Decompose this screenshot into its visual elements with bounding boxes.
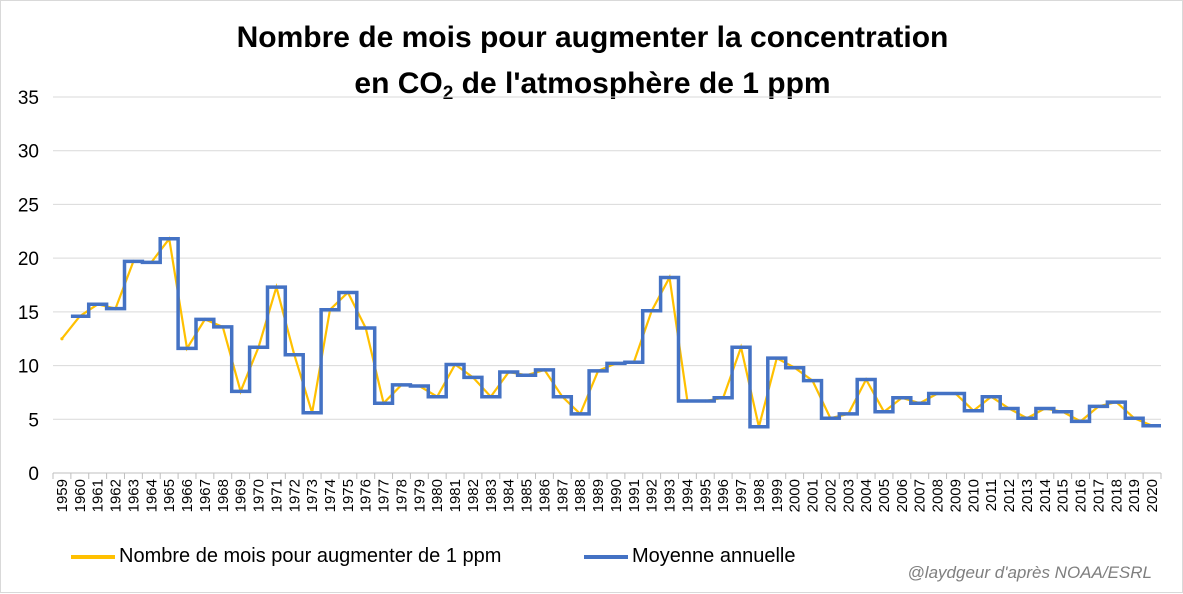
y-tick-label: 15 — [18, 303, 39, 324]
x-tick-label: 1972 — [286, 479, 303, 512]
chart-title-line2: en CO2 de l'atmosphère de 1 ppm — [1, 67, 1183, 105]
y-tick-label: 20 — [18, 249, 39, 270]
x-tick-label: 1997 — [733, 479, 750, 512]
y-tick-label: 35 — [18, 88, 39, 109]
x-tick-label: 1991 — [626, 479, 643, 512]
y-tick-label: 10 — [18, 357, 39, 378]
y-tick-label: 5 — [28, 410, 39, 431]
legend-label-mean: Moyenne annuelle — [632, 545, 796, 567]
x-tick-label: 1986 — [536, 479, 553, 512]
x-tick-label: 1981 — [447, 479, 464, 512]
x-tick-label: 2019 — [1126, 479, 1143, 512]
x-tick-label: 1969 — [233, 479, 250, 512]
x-tick-label: 2004 — [858, 479, 875, 512]
y-tick-label: 25 — [18, 195, 39, 216]
legend-swatch-raw — [71, 554, 115, 559]
x-tick-label: 1979 — [411, 479, 428, 512]
x-tick-label: 2003 — [840, 479, 857, 512]
x-tick-label: 2001 — [805, 479, 822, 512]
x-tick-label: 1993 — [662, 479, 679, 512]
x-tick-label: 2008 — [930, 479, 947, 512]
x-tick-label: 2002 — [822, 479, 839, 512]
x-tick-label: 1971 — [268, 479, 285, 512]
data-point-raw — [60, 337, 64, 341]
x-tick-label: 1999 — [769, 479, 786, 512]
x-tick-label: 2014 — [1037, 479, 1054, 512]
legend-item-raw: Nombre de mois pour augmenter de 1 ppm — [71, 545, 501, 568]
x-tick-label: 2009 — [947, 479, 964, 512]
x-tick-label: 1994 — [679, 479, 696, 512]
x-tick-label: 1962 — [108, 479, 125, 512]
x-tick-label: 1990 — [608, 479, 625, 512]
x-tick-label: 1983 — [483, 479, 500, 512]
x-tick-label: 1992 — [644, 479, 661, 512]
x-tick-label: 2018 — [1108, 479, 1125, 512]
x-tick-label: 2005 — [876, 479, 893, 512]
chart-title-line1: Nombre de mois pour augmenter la concent… — [236, 21, 949, 54]
x-tick-label: 1980 — [429, 479, 446, 512]
x-tick-label: 2007 — [912, 479, 929, 512]
x-tick-label: 1984 — [501, 479, 518, 512]
x-tick-label: 1963 — [125, 479, 142, 512]
x-tick-label: 2011 — [983, 479, 1000, 511]
x-tick-label: 1978 — [393, 479, 410, 512]
legend-label-raw: Nombre de mois pour augmenter de 1 ppm — [119, 545, 502, 567]
x-tick-label: 2010 — [965, 479, 982, 512]
source-credit: @laydgeur d'après NOAA/ESRL — [907, 563, 1152, 582]
x-tick-label: 1989 — [590, 479, 607, 512]
chart-title-line2-sub: 2 — [442, 83, 454, 104]
y-tick-label: 0 — [28, 464, 39, 485]
y-tick-label: 30 — [18, 142, 39, 163]
x-tick-label: 1970 — [251, 479, 268, 512]
x-tick-label: 1974 — [322, 479, 339, 512]
x-tick-label: 1996 — [715, 479, 732, 512]
series-line-annual-mean — [70, 237, 1161, 429]
x-tick-label: 2013 — [1019, 479, 1036, 512]
x-tick-label: 1968 — [215, 479, 232, 512]
legend-item-mean: Moyenne annuelle — [584, 545, 795, 568]
x-tick-label: 2000 — [787, 479, 804, 512]
x-tick-label: 2015 — [1055, 479, 1072, 512]
x-tick-label: 2020 — [1144, 479, 1161, 512]
series-line-raw — [61, 236, 1153, 428]
x-tick-label: 1966 — [179, 479, 196, 512]
x-tick-label: 1964 — [143, 479, 160, 512]
x-tick-label: 2017 — [1090, 479, 1107, 512]
x-tick-label: 1982 — [465, 479, 482, 512]
legend-swatch-mean — [584, 554, 628, 559]
x-tick-label: 1967 — [197, 479, 214, 512]
x-tick-label: 2016 — [1073, 479, 1090, 512]
x-tick-label: 1973 — [304, 479, 321, 512]
x-tick-label: 1987 — [554, 479, 571, 512]
chart-title-line2-post: de l'atmosphère de 1 ppm — [453, 67, 831, 100]
x-tick-label: 1960 — [72, 479, 89, 512]
x-tick-label: 1985 — [519, 479, 536, 512]
x-tick-label: 2006 — [894, 479, 911, 512]
x-tick-label: 1961 — [90, 479, 107, 512]
x-tick-label: 1995 — [697, 479, 714, 512]
x-tick-label: 1988 — [572, 479, 589, 512]
x-tick-label: 1998 — [751, 479, 768, 512]
x-tick-label: 1959 — [54, 479, 71, 512]
x-tick-label: 1977 — [376, 479, 393, 512]
x-tick-label: 1976 — [358, 479, 375, 512]
x-tick-label: 1965 — [161, 479, 178, 512]
chart-title-line2-pre: en CO — [354, 67, 443, 100]
x-tick-label: 2012 — [1001, 479, 1018, 512]
x-tick-label: 1975 — [340, 479, 357, 512]
